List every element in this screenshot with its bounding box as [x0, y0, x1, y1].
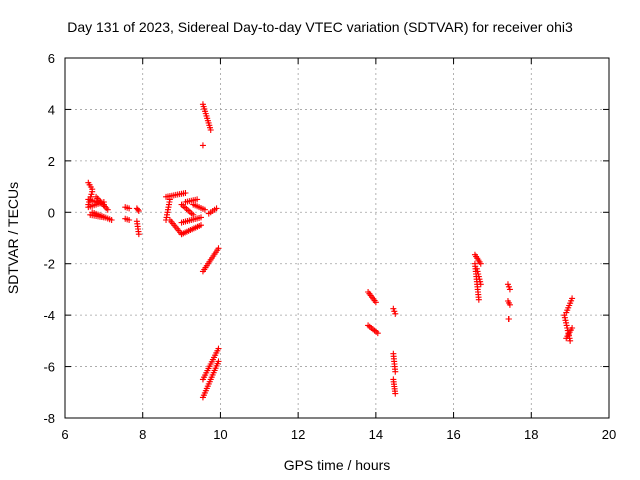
data-point: [391, 308, 398, 315]
y-tick-label: 0: [48, 205, 55, 220]
data-point: [215, 245, 222, 252]
data-point: [505, 316, 512, 322]
data-point: [477, 278, 484, 285]
data-point: [86, 199, 93, 205]
data-point: [134, 206, 141, 213]
x-tick-label: 8: [139, 427, 146, 442]
data-point: [215, 345, 222, 352]
data-point: [207, 127, 214, 133]
data-point: [505, 283, 512, 290]
data-point: [201, 206, 208, 213]
x-tick-label: 10: [213, 427, 227, 442]
data-point: [477, 260, 484, 267]
data-point: [213, 205, 220, 212]
data-point: [477, 281, 484, 288]
data-point: [374, 330, 381, 337]
y-tick-label: 2: [48, 154, 55, 169]
data-points: [85, 101, 576, 401]
data-point: [104, 206, 111, 213]
data-point: [126, 205, 133, 212]
data-point: [476, 276, 483, 283]
y-tick-label: 6: [48, 51, 55, 66]
data-point: [108, 217, 115, 223]
data-point: [504, 281, 511, 288]
x-tick-label: 18: [524, 427, 538, 442]
chart-title: Day 131 of 2023, Sidereal Day-to-day VTE…: [67, 19, 573, 35]
data-point: [473, 265, 480, 272]
data-point: [392, 310, 399, 317]
data-point: [561, 312, 568, 319]
data-point: [569, 325, 576, 331]
data-point: [392, 390, 399, 397]
data-point: [199, 142, 206, 149]
plot-frame: [64, 57, 610, 419]
x-tick-label: 14: [369, 427, 383, 442]
data-point: [561, 314, 568, 321]
data-point: [87, 193, 94, 200]
data-point: [85, 201, 92, 208]
y-tick-label: 4: [48, 102, 55, 117]
y-tick-label: -2: [43, 257, 55, 272]
data-point: [135, 231, 142, 238]
data-point: [198, 214, 204, 221]
grid-layer: [65, 58, 609, 418]
data-point: [506, 286, 513, 293]
y-tick-label: -4: [43, 308, 55, 323]
data-point: [126, 217, 133, 223]
data-point: [135, 208, 142, 214]
data-point: [567, 337, 574, 344]
x-tick-label: 6: [61, 427, 68, 442]
data-point: [475, 296, 482, 303]
data-point: [475, 273, 482, 280]
data-point: [198, 222, 204, 229]
data-point: [194, 196, 201, 203]
y-tick-label: -6: [43, 360, 55, 375]
data-point: [392, 368, 399, 375]
y-axis-label: SDTVAR / TECUs: [5, 182, 21, 294]
data-point: [562, 317, 569, 324]
data-point: [475, 271, 482, 277]
data-point: [474, 268, 481, 275]
data-point: [215, 358, 222, 365]
y-tick-label: -8: [43, 411, 55, 426]
x-axis-label: GPS time / hours: [284, 457, 391, 473]
x-tick-label: 12: [291, 427, 305, 442]
data-point: [86, 196, 93, 203]
data-point: [88, 191, 95, 198]
x-tick-label: 20: [602, 427, 616, 442]
data-point: [569, 295, 576, 302]
data-point: [390, 305, 397, 312]
data-point: [190, 211, 197, 218]
data-point: [166, 196, 173, 203]
data-point: [506, 301, 513, 308]
data-point: [563, 319, 570, 326]
data-point: [89, 188, 96, 195]
data-point: [372, 299, 379, 306]
data-point: [182, 190, 189, 196]
x-tick-label: 16: [446, 427, 460, 442]
data-point: [563, 322, 570, 329]
